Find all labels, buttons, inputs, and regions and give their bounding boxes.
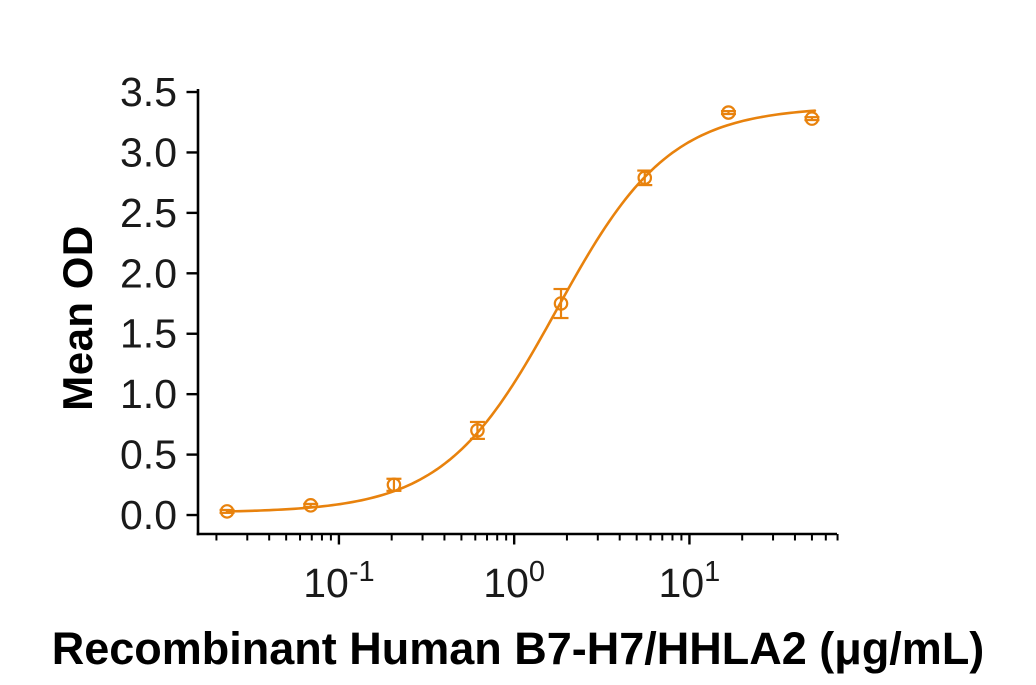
x-tick-exponent: 1	[704, 556, 720, 588]
data-point-marker	[553, 296, 569, 311]
y-tick-label: 0.5	[120, 432, 177, 478]
chart-canvas: 0.00.51.01.52.02.53.03.510-1 100 101	[120, 69, 839, 606]
x-tick-base: 10	[659, 560, 705, 606]
y-tick-label: 0.0	[120, 492, 177, 538]
data-point-marker	[804, 111, 820, 126]
x-tick-base: 10	[483, 560, 529, 606]
y-tick-label: 2.5	[120, 190, 177, 236]
y-tick-label: 3.0	[120, 129, 177, 175]
data-point-marker	[386, 477, 402, 493]
x-tick-base: 10	[303, 560, 349, 606]
x-tick-label: 100	[483, 556, 545, 606]
data-point-marker	[721, 105, 736, 120]
x-tick-exponent: 0	[529, 556, 545, 588]
y-tick-label: 1.0	[120, 371, 177, 417]
data-point-marker	[219, 504, 235, 519]
data-point-marker	[470, 423, 485, 438]
y-axis-title: Mean OD	[54, 225, 101, 411]
fit-curve	[225, 109, 817, 513]
x-tick-label: 10-1	[303, 556, 374, 606]
x-tick-exponent: -1	[349, 556, 375, 588]
y-tick-label: 2.0	[120, 250, 177, 296]
x-tick-label: 101	[659, 556, 721, 606]
y-tick-label: 1.5	[120, 311, 177, 357]
x-axis-title: Recombinant Human B7-H7/HHLA2 (μg/mL)	[51, 623, 985, 674]
y-tick-label: 3.5	[120, 69, 177, 115]
data-point-marker	[303, 498, 318, 513]
data-point-marker	[637, 170, 653, 186]
